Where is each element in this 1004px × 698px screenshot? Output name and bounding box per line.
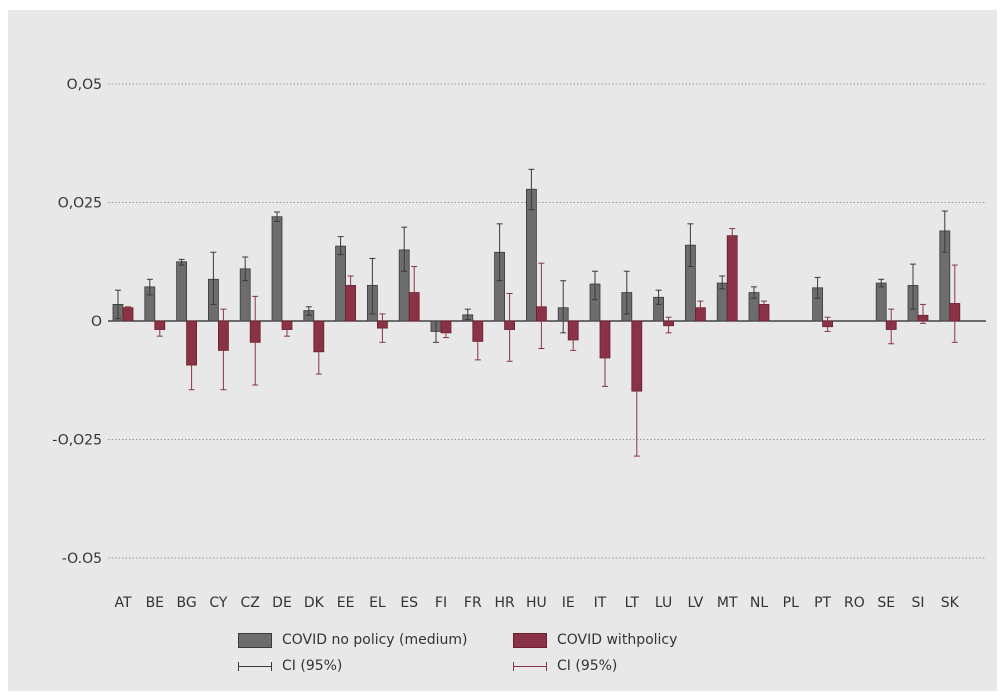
x-tick-label: BG: [176, 595, 196, 611]
x-tick-label: LU: [655, 595, 672, 611]
x-tick-label: DE: [272, 595, 292, 611]
legend-label-with-policy: COVID withpolicy: [557, 632, 678, 648]
x-tick-label: PL: [783, 595, 799, 611]
legend-swatch-no-policy: [238, 632, 272, 648]
x-tick-label: BE: [146, 595, 164, 611]
x-tick-label: IE: [562, 595, 575, 611]
legend-item-ci-with-policy: CI (95%): [513, 658, 617, 674]
y-tick-label: -O,O25: [52, 433, 102, 449]
bar-no-policy: [875, 282, 887, 322]
bar-with-policy: [122, 307, 134, 322]
x-tick-label: MT: [717, 595, 738, 611]
x-tick-label: SE: [877, 595, 895, 611]
legend-item-ci-no-policy: CI (95%): [238, 658, 342, 674]
legend-swatch-with-policy: [513, 632, 547, 648]
chart-panel: O,O5 O,O25 O -O,O25 -O.O5 AT BE BG CY CZ DE DK EE EL E…: [8, 10, 997, 691]
legend-label-ci-no-policy: CI (95%): [282, 658, 343, 674]
x-tick-label: IT: [594, 595, 607, 611]
legend-label-no-policy: COVID no policy (medium): [282, 632, 468, 648]
ci-with-policy-icon: [513, 661, 547, 671]
x-tick-label: NL: [750, 595, 768, 611]
x-tick-label: SI: [911, 595, 924, 611]
legend-label-ci-with-policy: CI (95%): [557, 658, 618, 674]
y-tick-label: O: [91, 314, 102, 330]
ci-no-policy-icon: [238, 661, 272, 671]
x-tick-label: ES: [400, 595, 418, 611]
legend-item-with-policy: COVID withpolicy: [513, 632, 677, 648]
x-tick-label: EE: [337, 595, 355, 611]
x-tick-label: FI: [435, 595, 447, 611]
bar-no-policy: [335, 245, 347, 322]
x-tick-label: RO: [844, 595, 865, 611]
bar-no-policy: [176, 261, 188, 322]
x-tick-label: LT: [625, 595, 640, 611]
x-tick-label: AT: [114, 595, 131, 611]
x-tick-label: HR: [494, 595, 515, 611]
y-tick-label: O,O25: [58, 196, 102, 212]
legend-item-no-policy: COVID no policy (medium): [238, 632, 468, 648]
bar-chart: O,O5 O,O25 O -O,O25 -O.O5 AT BE BG CY CZ DE DK EE EL E…: [52, 77, 986, 611]
bar-no-policy: [271, 216, 283, 322]
x-tick-label: DK: [304, 595, 325, 611]
y-tick-label: -O.O5: [62, 551, 102, 567]
x-tick-label: SK: [941, 595, 960, 611]
bar-with-policy: [726, 235, 738, 322]
x-tick-label: CY: [209, 595, 228, 611]
x-tick-label: EL: [369, 595, 386, 611]
x-tick-label: PT: [814, 595, 831, 611]
x-tick-label: HU: [526, 595, 547, 611]
y-tick-label: O,O5: [67, 77, 102, 93]
x-tick-label: CZ: [241, 595, 260, 611]
x-tick-label: FR: [464, 595, 482, 611]
x-tick-label: LV: [687, 595, 703, 611]
